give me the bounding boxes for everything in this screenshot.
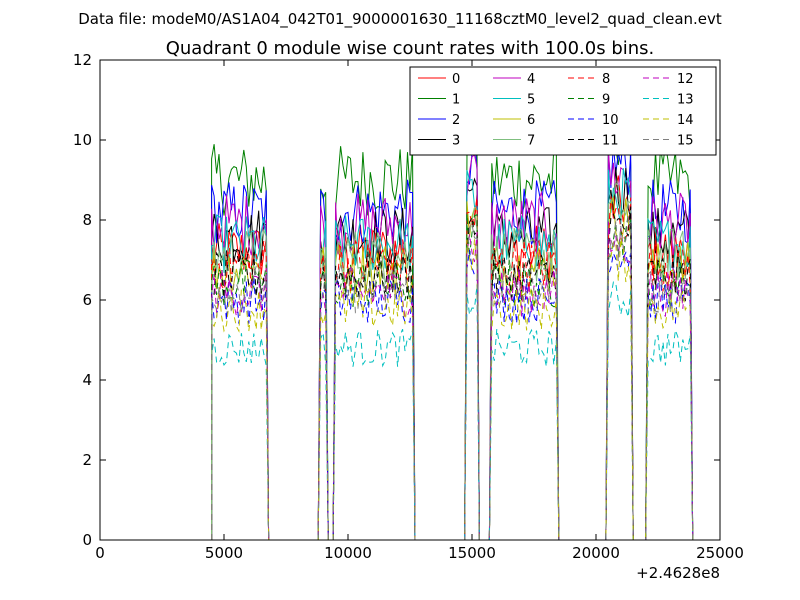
legend-label-11: 11 bbox=[602, 134, 619, 149]
series-line-5 bbox=[211, 168, 694, 540]
series-line-12 bbox=[211, 221, 694, 540]
legend-item-2: 2 bbox=[418, 113, 460, 128]
legend-label-7: 7 bbox=[527, 134, 535, 149]
legend-item-7: 7 bbox=[493, 134, 535, 149]
x-tick-label: 15000 bbox=[448, 544, 496, 562]
legend-item-10: 10 bbox=[568, 113, 619, 128]
legend-item-8: 8 bbox=[568, 72, 610, 87]
legend-item-4: 4 bbox=[493, 72, 535, 87]
legend-label-9: 9 bbox=[602, 93, 610, 108]
legend-label-3: 3 bbox=[452, 134, 460, 149]
legend-label-5: 5 bbox=[527, 93, 535, 108]
y-tick-label: 2 bbox=[82, 451, 92, 469]
x-tick-label: 5000 bbox=[205, 544, 243, 562]
x-offset-label: +2.4628e8 bbox=[636, 564, 720, 582]
legend-item-6: 6 bbox=[493, 113, 535, 128]
legend-item-12: 12 bbox=[643, 72, 694, 87]
legend-label-13: 13 bbox=[677, 93, 694, 108]
y-tick-label: 4 bbox=[82, 371, 92, 389]
legend-label-14: 14 bbox=[677, 113, 694, 128]
y-tick-label: 12 bbox=[73, 51, 92, 69]
legend-item-13: 13 bbox=[643, 93, 694, 108]
x-tick-label: 0 bbox=[95, 544, 105, 562]
series-line-13 bbox=[211, 281, 694, 540]
series-line-11 bbox=[211, 206, 694, 540]
y-tick-label: 8 bbox=[82, 211, 92, 229]
legend-label-8: 8 bbox=[602, 72, 610, 87]
legend-item-0: 0 bbox=[418, 72, 460, 87]
series-line-15 bbox=[211, 215, 694, 540]
legend-label-6: 6 bbox=[527, 113, 535, 128]
legend-label-10: 10 bbox=[602, 113, 619, 128]
legend-box bbox=[409, 66, 717, 156]
legend-label-15: 15 bbox=[677, 134, 694, 149]
legend-item-15: 15 bbox=[643, 134, 694, 149]
legend-label-2: 2 bbox=[452, 113, 460, 128]
x-tick-label: 10000 bbox=[324, 544, 372, 562]
legend-label-0: 0 bbox=[452, 72, 460, 87]
x-tick-label: 25000 bbox=[696, 544, 744, 562]
legend-label-4: 4 bbox=[527, 72, 535, 87]
series-line-10 bbox=[211, 249, 694, 540]
series-line-8 bbox=[211, 196, 694, 540]
legend-item-14: 14 bbox=[643, 113, 694, 128]
y-tick-label: 0 bbox=[82, 531, 92, 549]
legend-item-3: 3 bbox=[418, 134, 460, 149]
legend-item-11: 11 bbox=[568, 134, 619, 149]
y-tick-label: 10 bbox=[73, 131, 92, 149]
legend-item-5: 5 bbox=[493, 93, 535, 108]
legend-label-1: 1 bbox=[452, 93, 460, 108]
series-layer bbox=[211, 96, 694, 540]
legend-item-1: 1 bbox=[418, 93, 460, 108]
legend-label-12: 12 bbox=[677, 72, 694, 87]
x-tick-label: 20000 bbox=[572, 544, 620, 562]
data-file-title: Data file: modeM0/AS1A04_042T01_90000016… bbox=[78, 10, 722, 29]
chart-title: Quadrant 0 module wise count rates with … bbox=[166, 38, 655, 59]
y-tick-label: 6 bbox=[82, 291, 92, 309]
legend-item-9: 9 bbox=[568, 93, 610, 108]
